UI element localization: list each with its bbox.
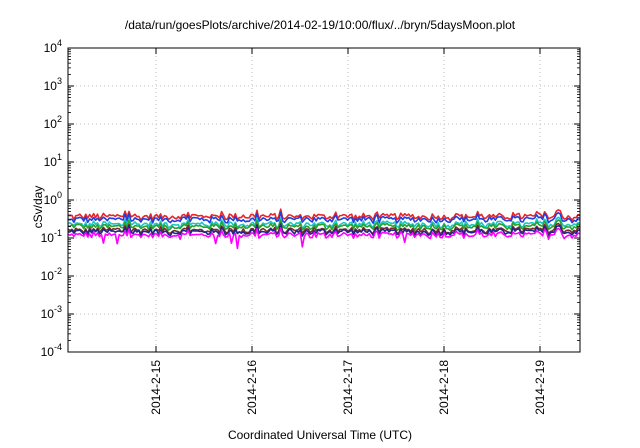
y-tick-label: 10-4 <box>41 342 62 359</box>
y-tick-label: 102 <box>44 114 62 131</box>
series-line <box>67 227 581 250</box>
x-axis-label: Coordinated Universal Time (UTC) <box>227 428 413 442</box>
x-tick-label: 2014-2-19 <box>533 360 547 415</box>
series-line <box>67 208 581 222</box>
y-tick-label: 104 <box>44 38 62 55</box>
x-tick-label: 2014-2-16 <box>245 360 259 415</box>
grid-lines <box>68 48 580 352</box>
series-line <box>68 224 581 237</box>
chart-title: /data/run/goesPlots/archive/2014-02-19/1… <box>124 18 516 32</box>
y-tick-label: 10-3 <box>41 304 62 321</box>
y-tick-label: 100 <box>44 190 62 207</box>
y-tick-label: 10-2 <box>41 266 62 283</box>
series-lines <box>67 208 581 250</box>
x-tick-label: 2014-2-15 <box>149 360 163 415</box>
series-line <box>67 216 580 230</box>
y-tick-label: 103 <box>44 76 62 93</box>
x-tick-labels: 2014-2-15 2014-2-16 2014-2-17 2014-2-18 2014… <box>149 360 547 415</box>
x-tick-label: 2014-2-17 <box>341 360 355 415</box>
x-tick-label: 2014-2-18 <box>437 360 451 415</box>
y-axis-label: cSv/day <box>31 185 45 229</box>
series-line <box>67 219 581 232</box>
y-tick-labels: 10-4 10-3 10-2 10-1 100 101 102 103 104 <box>41 38 62 359</box>
series-line <box>67 211 581 224</box>
y-tick-label: 10-1 <box>41 228 62 245</box>
plot-frame <box>67 47 581 353</box>
y-tick-label: 101 <box>44 152 62 169</box>
